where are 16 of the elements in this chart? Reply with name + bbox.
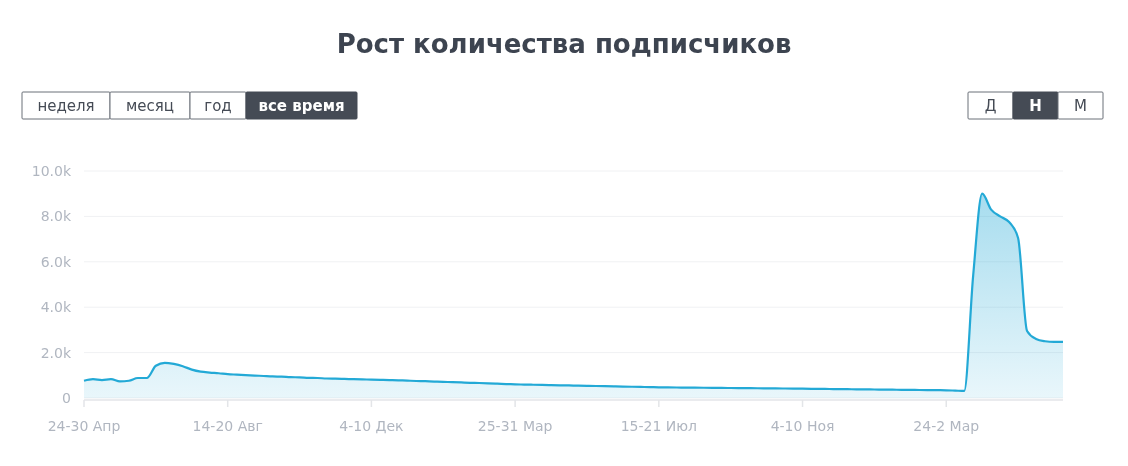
x-tick-label: 24-2 Мар [913,418,980,434]
x-tick-label: 15-21 Июл [620,418,697,434]
interval-selector: Д Н М [967,91,1104,120]
x-tick-label: 4-10 Ноя [770,418,835,434]
x-tick-label: 4-10 Дек [339,418,404,434]
y-tick-label: 6.0k [40,253,72,270]
y-tick-label: 8.0k [40,208,72,225]
x-tick-label: 24-30 Апр [47,418,121,434]
period-selector: неделя месяц год все время [21,91,358,120]
y-tick-label: 0 [62,389,71,406]
chart-title: Рост количества подписчиков [336,29,792,59]
x-tick-label: 14-20 Авг [192,418,263,434]
y-tick-label: 10.0k [31,162,72,179]
y-tick-label: 2.0k [40,344,72,361]
x-tick-label: 25-31 Мар [477,418,553,434]
y-tick-label: 4.0k [40,299,72,316]
